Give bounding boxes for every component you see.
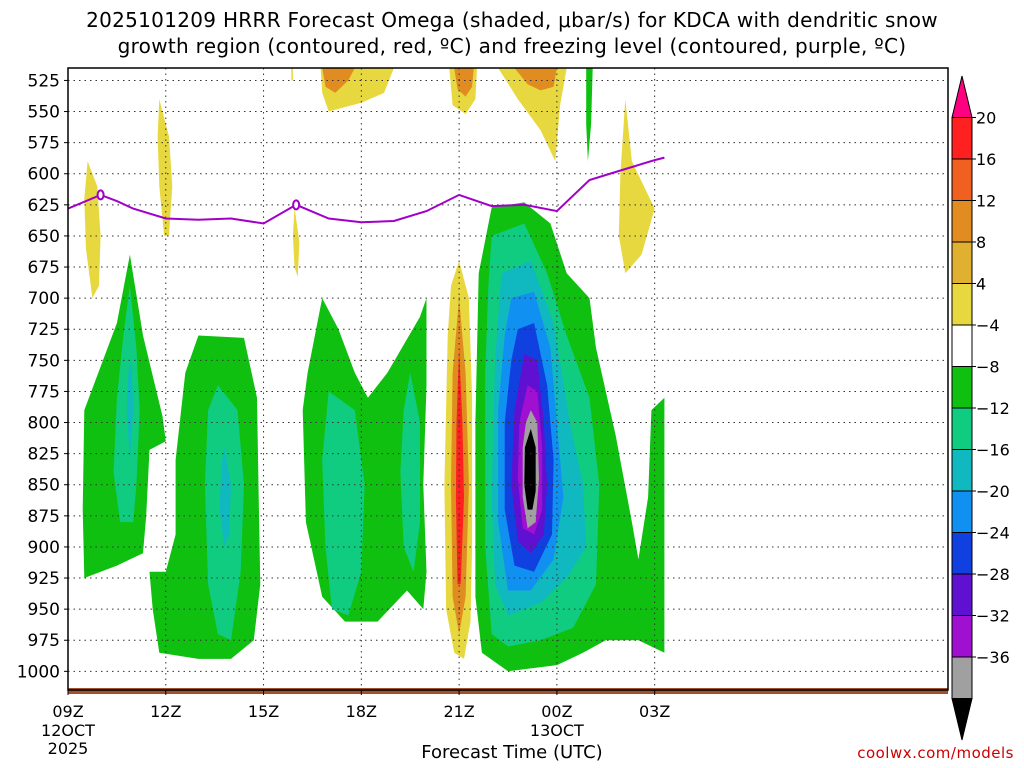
colorbar-label-2: 12	[976, 192, 996, 211]
colorbar-seg-10	[951, 490, 973, 533]
y-tick-label-675: 675	[28, 258, 60, 278]
colorbar-label-9: −20	[976, 482, 1010, 501]
omega-region-10	[514, 68, 557, 91]
colorbar-label-13: −36	[976, 648, 1010, 667]
omega-region-13	[455, 347, 464, 585]
axes-layer: 525 550 575 600 625 650 675 700 725 750 775 800 825 8…	[17, 71, 671, 758]
freezing-level-layer	[68, 156, 665, 225]
chart-title-line2: growth region (contoured, red, ºC) and f…	[117, 34, 907, 58]
colorbar-label-3: 8	[976, 233, 986, 252]
y-tick-label-900: 900	[28, 538, 60, 558]
y-tick-label-875: 875	[28, 507, 60, 527]
y-tick-label-975: 975	[28, 631, 60, 651]
y-tick-label-725: 725	[28, 320, 60, 340]
omega-region-9	[454, 68, 474, 97]
y-tick-label-950: 950	[28, 600, 60, 620]
colorbar-label-12: −32	[976, 607, 1010, 626]
x-tick-year-09Z: 2025	[48, 739, 89, 758]
plot-frame	[67, 67, 949, 691]
omega-region-19	[113, 285, 140, 523]
colorbar-label-1: 16	[976, 150, 996, 169]
x-tick-label-09Z: 09Z	[52, 702, 83, 721]
y-tick-label-850: 850	[28, 476, 60, 496]
colorbar-seg-4	[951, 241, 973, 284]
colorbar-seg-2	[951, 158, 973, 201]
x-tick-date-00Z: 13OCT	[530, 721, 584, 740]
omega-region-32	[524, 428, 536, 510]
y-tick-label-775: 775	[28, 382, 60, 402]
y-tick-label-825: 825	[28, 445, 60, 465]
freezing-level-marker-0	[96, 189, 105, 201]
x-tick-label-03Z: 03Z	[639, 702, 670, 721]
colorbar-label-5: −4	[976, 316, 1000, 335]
y-tick-label-525: 525	[28, 71, 60, 91]
omega-region-24	[126, 360, 134, 460]
colorbar-seg-11	[951, 532, 973, 575]
colorbar-seg-12	[951, 573, 973, 616]
colorbar-label-4: 4	[976, 275, 986, 294]
colorbar-label-0: 20	[976, 109, 996, 128]
freezing-level-line	[68, 156, 665, 225]
watermark: coolwx.com/models	[857, 744, 1014, 762]
y-tick-label-700: 700	[28, 289, 60, 309]
x-tick-label-15Z: 15Z	[248, 702, 279, 721]
y-tick-label-800: 800	[28, 414, 60, 434]
colorbar-seg-1	[951, 117, 973, 160]
colorbar-label-10: −24	[976, 524, 1010, 543]
x-tick-label-12Z: 12Z	[150, 702, 181, 721]
omega-region-0	[84, 161, 101, 299]
omega-region-6	[498, 68, 567, 162]
chart-title-line1: 2025101209 HRRR Forecast Omega (shaded, …	[86, 8, 938, 32]
omega-shading-layer	[82, 68, 665, 672]
x-tick-date-09Z: 12OCT	[41, 721, 95, 740]
omega-region-1	[157, 99, 173, 236]
y-tick-label-575: 575	[28, 134, 60, 154]
colorbar-seg-7	[951, 366, 973, 409]
omega-region-2	[292, 207, 300, 277]
colorbar-seg-15	[951, 698, 973, 741]
colorbar-seg-6	[951, 324, 973, 367]
y-tick-label-550: 550	[28, 103, 60, 123]
omega-region-7	[618, 99, 655, 274]
colorbar-seg-14	[951, 656, 973, 699]
ground-bar	[68, 688, 948, 694]
omega-region-3	[291, 68, 293, 81]
colorbar-seg-13	[951, 615, 973, 658]
grid-layer	[68, 68, 948, 690]
y-tick-label-600: 600	[28, 165, 60, 185]
x-tick-label-21Z: 21Z	[443, 702, 474, 721]
colorbar-label-8: −16	[976, 441, 1010, 460]
y-tick-label-625: 625	[28, 196, 60, 216]
freezing-level-marker-1	[292, 199, 301, 211]
y-tick-label-650: 650	[28, 227, 60, 247]
x-tick-label-00Z: 00Z	[541, 702, 572, 721]
omega-region-21	[322, 391, 365, 616]
colorbar-seg-5	[951, 283, 973, 326]
colorbar-label-7: −12	[976, 399, 1010, 418]
colorbar-seg-9	[951, 449, 973, 492]
colorbar-label-11: −28	[976, 565, 1010, 584]
x-axis-label: Forecast Time (UTC)	[421, 742, 603, 763]
omega-region-25	[219, 447, 231, 547]
y-tick-label-1000: 1000	[17, 662, 60, 682]
colorbar-label-6: −8	[976, 358, 1000, 377]
y-tick-label-925: 925	[28, 569, 60, 589]
omega-region-18	[586, 68, 593, 162]
colorbar-seg-3	[951, 200, 973, 243]
y-tick-label-750: 750	[28, 351, 60, 371]
colorbar: 20 16 12 8 4 −4 −8 −12 −16 −20 −24 −28 −32 −36	[951, 75, 1010, 741]
colorbar-seg-8	[951, 407, 973, 450]
x-tick-label-18Z: 18Z	[346, 702, 377, 721]
